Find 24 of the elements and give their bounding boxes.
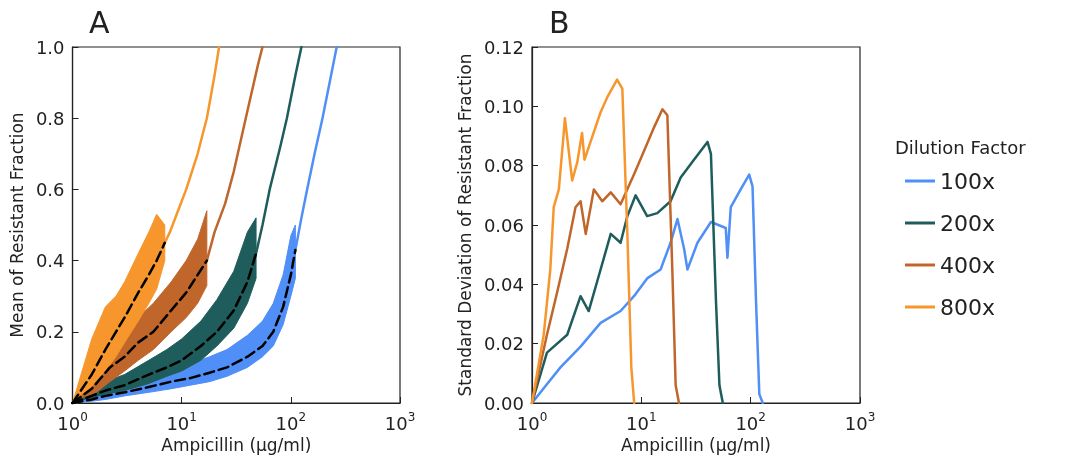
y-tick-label: 0.08 <box>483 155 524 177</box>
y-tick-label: 0.12 <box>483 36 524 58</box>
y-axis-title: Mean of Resistant Fraction <box>6 112 27 338</box>
y-tick-label: 0.02 <box>483 333 524 355</box>
y-tick-label: 0.04 <box>483 273 524 295</box>
chart-title: B <box>549 4 570 40</box>
y-tick-label: 0.06 <box>483 214 524 236</box>
legend-label: 200x <box>940 210 996 236</box>
y-axis-title: Standard Deviation of Resistant Fraction <box>454 53 475 397</box>
y-tick-label: 1.0 <box>35 36 65 58</box>
legend-title: Dilution Factor <box>895 136 1027 158</box>
y-tick-label: 0.4 <box>35 250 65 272</box>
y-tick-label: 0.10 <box>483 95 524 117</box>
y-tick-label: 0.2 <box>35 321 65 343</box>
x-axis-title: Ampicillin (µg/ml) <box>161 435 312 456</box>
y-tick-label: 0.6 <box>35 178 65 200</box>
y-tick-label: 0.0 <box>35 392 65 414</box>
legend-label: 800x <box>940 294 996 320</box>
chart-title: A <box>89 4 110 40</box>
y-tick-label: 0.8 <box>35 107 65 129</box>
legend-label: 100x <box>940 168 996 194</box>
y-tick-label: 0.00 <box>483 392 524 414</box>
legend-label: 400x <box>940 252 996 278</box>
x-axis-title: Ampicillin (µg/ml) <box>620 435 772 456</box>
